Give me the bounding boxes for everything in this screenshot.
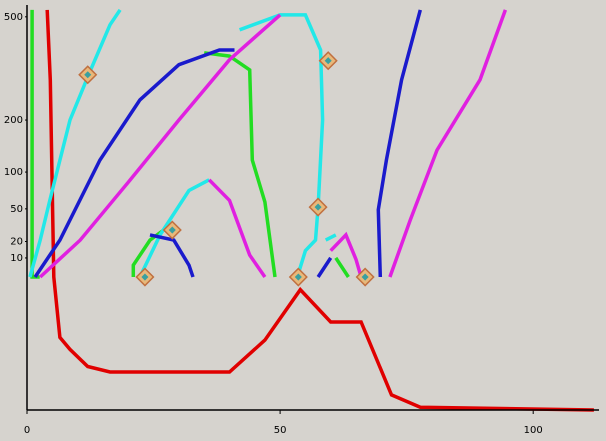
y-tick-label: 10 bbox=[10, 253, 23, 264]
marker-center bbox=[324, 57, 332, 65]
marker-center bbox=[84, 71, 92, 79]
y-tick-label: 500 bbox=[4, 12, 23, 23]
marker-center bbox=[168, 226, 176, 234]
y-tick-label: 200 bbox=[4, 115, 23, 126]
marker-center bbox=[361, 273, 369, 281]
data-line bbox=[30, 9, 350, 279]
data-line bbox=[28, 8, 337, 278]
y-tick-label: 50 bbox=[10, 204, 23, 215]
marker-center bbox=[294, 273, 302, 281]
x-tick-label: 100 bbox=[524, 425, 543, 436]
marker-center bbox=[314, 203, 322, 211]
data-line bbox=[39, 9, 508, 279]
y-tick-label: 20 bbox=[10, 236, 23, 247]
x-tick-label: 50 bbox=[274, 425, 287, 436]
data-line bbox=[33, 9, 422, 278]
x-tick-label: 0 bbox=[24, 425, 30, 436]
marker-center bbox=[141, 273, 149, 281]
y-tick-label: 100 bbox=[4, 167, 23, 178]
data-line bbox=[45, 9, 594, 412]
